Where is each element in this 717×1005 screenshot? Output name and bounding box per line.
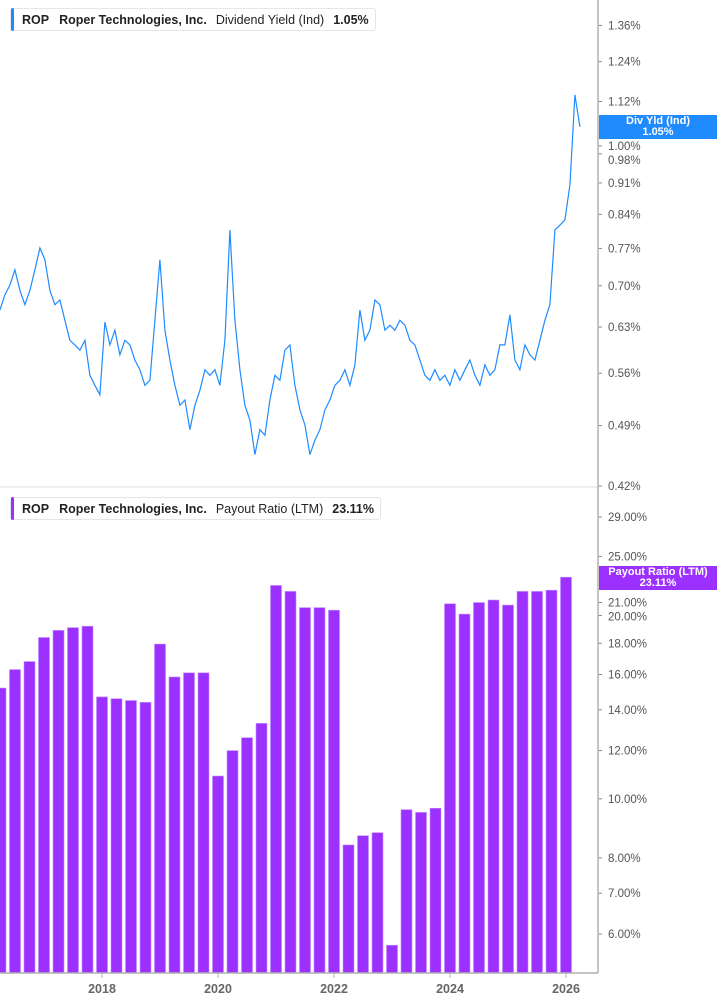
x-tick-label: 2022 [320, 982, 348, 996]
payout-bar [444, 603, 456, 974]
payout-bar [284, 591, 297, 974]
legend-company: Roper Technologies, Inc. [59, 501, 207, 516]
y-tick-label: 0.63% [608, 322, 641, 334]
payout-color-swatch [11, 497, 14, 520]
y-tick-label: 1.12% [608, 97, 641, 109]
legend-value: 1.05% [333, 12, 369, 27]
y-tick-label: 0.91% [608, 178, 641, 190]
y-tick-label: 7.00% [608, 888, 641, 900]
x-tick-label: 2018 [88, 982, 116, 996]
y-tick-label: 1.24% [608, 57, 641, 69]
payout-bar [139, 702, 152, 974]
payout-bar [183, 672, 195, 974]
legend-metric: Dividend Yield (Ind) [215, 12, 325, 27]
payout-bar [23, 661, 36, 974]
payout-bar [371, 832, 384, 974]
payout-bar [168, 676, 181, 974]
dividend-yield-line [0, 94, 581, 455]
payout-bar [415, 812, 427, 974]
payout-bar [226, 750, 239, 974]
bottom-y-axis: 29.00% 25.00% 21.00% 20.00% 18.00% 16.00% 14.0… [598, 512, 647, 941]
payout-bar [313, 607, 326, 974]
payout-bar [502, 604, 514, 974]
legend-value: 23.11% [332, 501, 374, 516]
y-tick-label: 25.00% [608, 551, 647, 563]
payout-bar [154, 643, 166, 974]
flag-label: Div Yld (Ind) [626, 115, 690, 127]
payout-bar [255, 723, 268, 974]
y-tick-label: 21.00% [608, 598, 647, 610]
payout-bar [342, 844, 355, 974]
bottom-legend: ROP Roper Technologies, Inc. Payout Rati… [10, 497, 381, 520]
y-tick-label: 14.00% [608, 705, 647, 717]
payout-bar [125, 700, 137, 974]
payout-value-flag: Payout Ratio (LTM) 23.11% [599, 566, 717, 590]
payout-bar [531, 591, 543, 974]
y-tick-label: 6.00% [608, 929, 641, 941]
payout-bar [52, 630, 65, 974]
y-tick-label: 18.00% [608, 638, 647, 650]
x-axis: 2018 2020 2022 2024 2026 [88, 973, 580, 996]
y-tick-label: 16.00% [608, 669, 647, 681]
payout-bar [357, 835, 369, 974]
y-tick-label: 0.98% [608, 155, 641, 167]
yield-value-flag: Div Yld (Ind) 1.05% [599, 115, 717, 139]
y-tick-label: 1.36% [608, 20, 641, 32]
payout-bar [67, 627, 79, 974]
y-tick-label: 0.84% [608, 209, 641, 221]
yield-color-swatch [11, 8, 14, 31]
payout-bar [270, 585, 282, 974]
x-tick-label: 2020 [204, 982, 232, 996]
payout-bar [386, 944, 398, 974]
y-tick-label: 12.00% [608, 746, 647, 758]
y-tick-label: 0.42% [608, 481, 641, 493]
payout-bar [38, 637, 50, 974]
payout-bar [110, 698, 123, 974]
y-tick-label: 0.70% [608, 281, 641, 293]
legend-symbol: ROP [22, 501, 50, 516]
y-tick-label: 10.00% [608, 794, 647, 806]
payout-bar [241, 737, 253, 974]
y-tick-label: 0.77% [608, 243, 641, 255]
payout-bar [197, 672, 210, 974]
top-legend: ROP Roper Technologies, Inc. Dividend Yi… [10, 8, 376, 31]
legend-company: Roper Technologies, Inc. [59, 12, 207, 27]
payout-bar [429, 807, 442, 974]
payout-bar [458, 613, 471, 974]
payout-bar [560, 576, 572, 974]
flag-value: 1.05% [642, 126, 674, 138]
payout-bar [545, 589, 558, 974]
x-tick-label: 2026 [552, 982, 580, 996]
payout-bar [96, 696, 108, 974]
payout-bar [0, 687, 7, 974]
y-tick-label: 0.49% [608, 421, 641, 433]
payout-bar [487, 599, 500, 974]
payout-bar [516, 591, 529, 974]
legend-symbol: ROP [22, 12, 50, 27]
payout-bar [212, 775, 224, 974]
payout-bar [473, 602, 485, 974]
y-tick-label: 1.00% [608, 141, 641, 153]
y-tick-label: 0.56% [608, 368, 641, 380]
payout-bar [299, 607, 311, 974]
payout-bar [81, 625, 94, 974]
payout-bar [328, 609, 340, 974]
flag-value: 23.11% [639, 577, 677, 589]
x-tick-label: 2024 [436, 982, 464, 996]
y-tick-label: 20.00% [608, 612, 647, 624]
flag-label: Payout Ratio (LTM) [608, 566, 708, 578]
legend-metric: Payout Ratio (LTM) [215, 501, 324, 516]
top-y-axis: 1.36% 1.24% 1.12% 1.00% 0.98% 0.91% 0.84% 0.77%… [598, 20, 641, 493]
payout-bar [9, 669, 21, 974]
y-tick-label: 29.00% [608, 512, 647, 524]
payout-ratio-bars [0, 576, 572, 974]
y-tick-label: 8.00% [608, 853, 641, 865]
payout-bar [400, 809, 413, 974]
